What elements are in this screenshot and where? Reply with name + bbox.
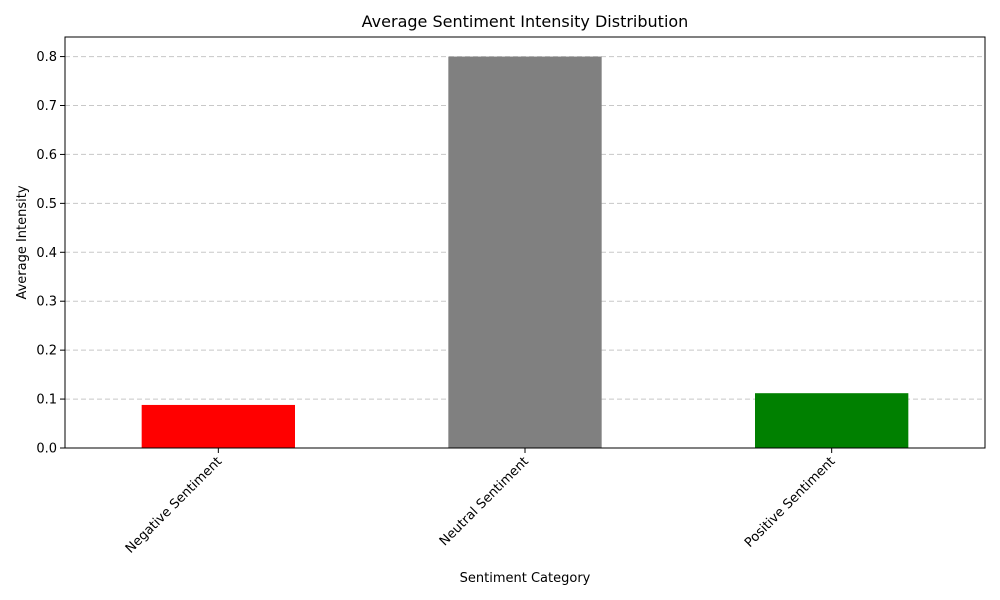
y-tick-label: 0.5 [36, 197, 57, 212]
x-tick-label: Negative Sentiment [123, 454, 225, 556]
y-tick-label: 0.6 [36, 148, 57, 163]
y-axis-ticks: 0.0 0.1 0.2 0.3 0.4 0.5 0.6 0.7 0.8 [36, 50, 65, 457]
bar-positive-sentiment [755, 393, 909, 448]
x-tick-label: Positive Sentiment [742, 454, 838, 550]
x-tick-label: Neutral Sentiment [437, 454, 532, 549]
y-tick-label: 0.1 [36, 393, 57, 408]
y-tick-label: 0.0 [36, 442, 57, 457]
y-tick-label: 0.8 [36, 50, 57, 65]
bar-neutral-sentiment [448, 56, 602, 448]
y-tick-label: 0.4 [36, 246, 57, 261]
x-axis-ticks: Negative Sentiment Neutral Sentiment Posit… [123, 448, 838, 557]
y-tick-label: 0.3 [36, 295, 57, 310]
y-axis-label: Average Intensity [15, 185, 30, 299]
y-tick-label: 0.7 [36, 99, 57, 114]
bar-negative-sentiment [141, 404, 295, 448]
x-axis-label: Sentiment Category [460, 571, 591, 586]
chart-title: Average Sentiment Intensity Distribution [362, 12, 689, 31]
y-tick-label: 0.2 [36, 344, 57, 359]
bars-layer [141, 56, 909, 448]
